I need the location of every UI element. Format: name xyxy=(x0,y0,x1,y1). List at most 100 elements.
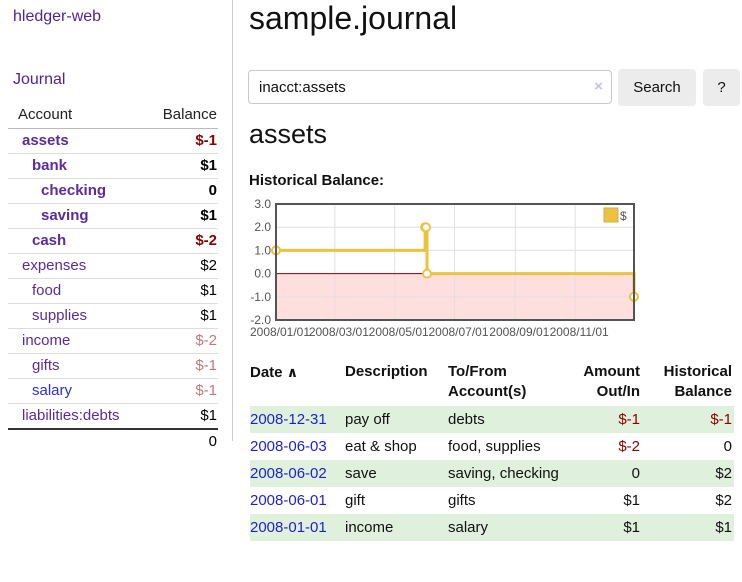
account-row: expenses $2 xyxy=(8,253,218,279)
date-header-label: Date xyxy=(250,364,283,381)
x-tick-label: 2008/01/01 xyxy=(250,325,310,339)
account-link-supplies[interactable]: supplies xyxy=(32,307,88,324)
account-balance: $1 xyxy=(148,403,218,429)
transaction-amount: $1 xyxy=(623,492,640,509)
search-input[interactable] xyxy=(249,71,611,103)
transaction-date-link[interactable]: 2008-06-01 xyxy=(250,492,327,509)
register-header-amount: Amount Out/In xyxy=(583,363,640,400)
accounts-total-row: 0 xyxy=(8,428,218,454)
transaction-date-link[interactable]: 2008-01-01 xyxy=(250,519,327,536)
data-point-marker xyxy=(422,268,433,279)
register-header-row: Date ∧ Description To/From Account(s) Am… xyxy=(250,360,734,406)
transaction-description: income xyxy=(345,519,394,536)
x-tick-label: 2008/07/01 xyxy=(428,325,488,339)
help-button[interactable]: ? xyxy=(703,69,740,106)
account-link-bank[interactable]: bank xyxy=(32,157,68,174)
transaction-accounts: debts xyxy=(448,411,485,428)
account-link-expenses[interactable]: expenses xyxy=(22,257,87,274)
y-tick-label: 0.0 xyxy=(254,267,271,281)
account-link-income[interactable]: income xyxy=(22,332,71,349)
transaction-balance: $-1 xyxy=(710,411,732,428)
main-content: sample.journal × Search ? assets Histori… xyxy=(248,0,742,582)
register-header-description: Description xyxy=(345,363,428,380)
account-link-salary[interactable]: salary xyxy=(32,382,73,399)
y-tick-label: -1.0 xyxy=(250,290,271,304)
account-balance: $-1 xyxy=(148,128,218,154)
transaction-description: save xyxy=(345,465,377,482)
account-balance: $1 xyxy=(148,303,218,329)
x-tick-label: 2008/11/01 xyxy=(550,325,609,339)
register-header-date[interactable]: Date ∧ xyxy=(250,360,345,406)
transaction-date-link[interactable]: 2008-06-03 xyxy=(250,438,327,455)
transaction-description: eat & shop xyxy=(345,438,417,455)
y-tick-label: 1.0 xyxy=(254,243,271,257)
transaction-balance: 0 xyxy=(723,438,732,455)
account-link-liabilities-debts[interactable]: liabilities:debts xyxy=(22,407,120,424)
account-row: food $1 xyxy=(8,278,218,304)
transaction-amount: $1 xyxy=(623,519,640,536)
x-tick-label: 2008/09/01 xyxy=(489,325,549,339)
account-row: cash $-2 xyxy=(8,228,218,254)
search-button[interactable]: Search xyxy=(618,69,696,106)
sidebar-divider xyxy=(232,0,233,441)
transaction-accounts: gifts xyxy=(448,492,476,509)
accounts-header-row: Account Balance xyxy=(8,103,218,129)
account-link-assets[interactable]: assets xyxy=(22,132,69,149)
account-row: checking 0 xyxy=(8,178,218,204)
transaction-description: pay off xyxy=(345,411,390,428)
transaction-balance: $2 xyxy=(715,465,732,482)
chart-border xyxy=(275,203,635,321)
register-header-balance: Historical Balance xyxy=(663,363,732,400)
account-link-gifts[interactable]: gifts xyxy=(32,357,60,374)
account-link-saving[interactable]: saving xyxy=(41,207,89,224)
page-title: sample.journal xyxy=(249,0,458,36)
chart-title: Historical Balance: xyxy=(249,172,385,189)
account-balance: $-2 xyxy=(148,328,218,354)
transaction-accounts: salary xyxy=(448,519,489,536)
clear-search-icon[interactable]: × xyxy=(594,78,603,95)
account-heading: assets xyxy=(249,119,328,149)
accounts-table: Account Balance assets $-1 bank $1 checkin… xyxy=(8,103,218,454)
account-link-food[interactable]: food xyxy=(32,282,62,299)
register-row: 2008-01-01 income salary $1 $1 xyxy=(250,514,734,541)
legend-swatch xyxy=(603,207,619,223)
transaction-amount: $-1 xyxy=(618,411,640,428)
register-row: 2008-06-03 eat & shop food, supplies $-2… xyxy=(250,433,734,460)
account-balance: 0 xyxy=(148,178,218,204)
transaction-balance: $2 xyxy=(715,492,732,509)
transaction-date-link[interactable]: 2008-06-02 xyxy=(250,465,327,482)
register-row: 2008-06-01 gift gifts $1 $2 xyxy=(250,487,734,514)
transaction-amount: $-2 xyxy=(618,438,640,455)
account-balance: $1 xyxy=(148,203,218,229)
transaction-accounts: food, supplies xyxy=(448,438,541,455)
historical-balance-chart: $3.0 2.0 1.0 0.0 -1.0 -2.02008/01/012008/03/0… xyxy=(250,198,639,339)
account-row: bank $1 xyxy=(8,153,218,179)
x-tick-label: 2008/05/01 xyxy=(369,325,429,339)
account-link-cash[interactable]: cash xyxy=(32,232,67,249)
transaction-accounts: saving, checking xyxy=(448,465,559,482)
account-link-checking[interactable]: checking xyxy=(41,182,107,199)
account-row: saving $1 xyxy=(8,203,218,229)
search-box: × xyxy=(248,70,612,104)
transaction-balance: $1 xyxy=(715,519,732,536)
account-balance: $2 xyxy=(148,253,218,279)
account-row: salary $-1 xyxy=(8,378,218,404)
balance-column-header: Balance xyxy=(148,103,218,129)
sidebar-item-journal[interactable]: Journal xyxy=(13,71,66,88)
y-tick-label: 2.0 xyxy=(254,220,271,234)
transaction-amount: 0 xyxy=(631,465,640,482)
legend-label: $ xyxy=(620,209,627,223)
account-row: supplies $1 xyxy=(8,303,218,329)
account-row: gifts $-1 xyxy=(8,353,218,379)
register-row: 2008-06-02 save saving, checking 0 $2 xyxy=(250,460,734,487)
transaction-date-link[interactable]: 2008-12-31 xyxy=(250,411,327,428)
y-tick-label: -2.0 xyxy=(250,313,271,327)
y-tick-label: 3.0 xyxy=(254,198,271,211)
sort-asc-icon: ∧ xyxy=(286,364,299,380)
accounts-total-balance: 0 xyxy=(148,428,218,454)
transaction-description: gift xyxy=(345,492,366,509)
account-row: liabilities:debts $1 xyxy=(8,403,218,429)
account-balance: $-2 xyxy=(148,228,218,254)
app-title-link[interactable]: hledger-web xyxy=(13,8,102,25)
